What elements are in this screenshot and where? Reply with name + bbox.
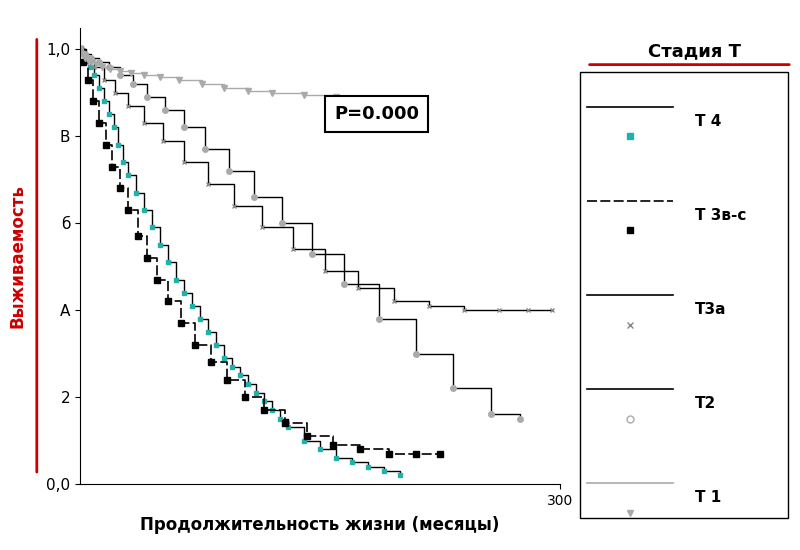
Text: Т2: Т2 [694,396,716,411]
Text: Выживаемость: Выживаемость [9,184,26,328]
Text: Стадия T: Стадия T [648,42,742,60]
Text: Т 1: Т 1 [694,490,721,505]
Text: P=0.000: P=0.000 [334,105,419,123]
Text: Т3а: Т3а [694,302,726,317]
Text: Т 4: Т 4 [694,114,721,129]
FancyBboxPatch shape [580,72,788,518]
Text: Т 3в-с: Т 3в-с [694,208,746,223]
X-axis label: Продолжительность жизни (месяцы): Продолжительность жизни (месяцы) [140,516,500,534]
